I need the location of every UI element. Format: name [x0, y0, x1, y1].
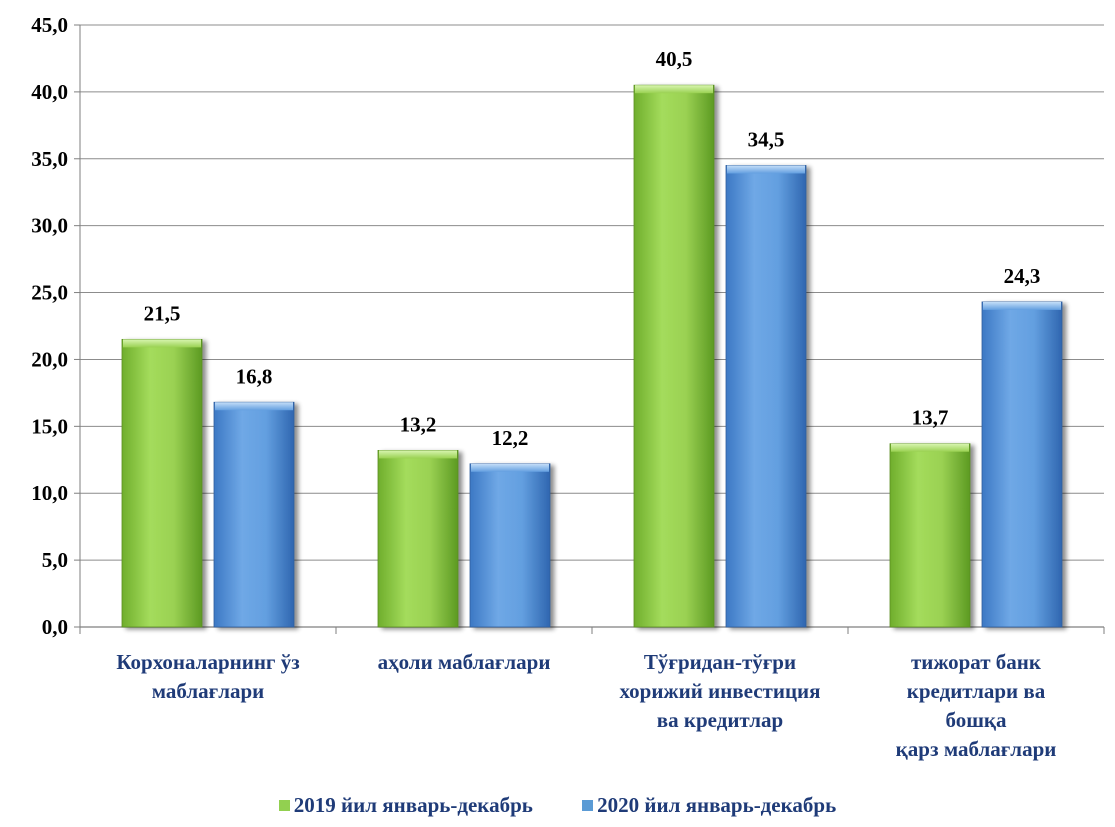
- category-label-line: ва кредитлар: [657, 708, 783, 732]
- category-label-line: қарз маблағлари: [896, 737, 1057, 761]
- y-tick-label: 35,0: [31, 147, 68, 171]
- data-label: 16,8: [236, 364, 273, 388]
- data-label: 13,2: [400, 412, 437, 436]
- data-label: 24,3: [1004, 264, 1041, 288]
- data-label: 34,5: [748, 127, 785, 151]
- category-label-line: хорижий инвестиция: [619, 679, 820, 703]
- category-label: тижорат банк кредитлари ва бошқа қарз мабла…: [896, 650, 1057, 761]
- data-label: 12,2: [492, 426, 529, 450]
- bar-2019: [377, 450, 459, 628]
- category-label: Тўғридан-тўғри хорижий инвестиция ва креди…: [619, 650, 820, 732]
- category-label-line: Корхоналарнинг ўз: [116, 650, 299, 674]
- y-tick-label: 40,0: [31, 80, 68, 104]
- data-labels: 21,5 16,8 13,2 12,2 40,5 34,5 13,7 24,3: [144, 47, 1041, 450]
- legend-item-2019: 2019 йил январь-декабрь: [278, 793, 533, 818]
- y-tick-label: 30,0: [31, 214, 68, 238]
- legend-label-2019: 2019 йил январь-декабрь: [293, 793, 533, 817]
- y-tick-label: 25,0: [31, 281, 68, 305]
- category-label: Корхоналарнинг ўз маблағлари: [116, 650, 299, 703]
- data-label: 13,7: [912, 406, 949, 430]
- y-tick-label: 5,0: [42, 548, 68, 572]
- category-label-line: тижорат банк: [911, 650, 1042, 674]
- data-label: 40,5: [656, 47, 693, 71]
- category-label-line: бошқа: [945, 708, 1007, 732]
- y-tick-label: 45,0: [31, 13, 68, 37]
- category-labels: Корхоналарнинг ўз маблағлари аҳоли маблағл…: [116, 650, 1056, 761]
- category-label-line: аҳоли маблағлари: [378, 650, 551, 674]
- category-label-line: маблағлари: [152, 679, 265, 703]
- y-tick-label: 15,0: [31, 414, 68, 438]
- bar-2020: [213, 401, 295, 628]
- y-tick-label: 20,0: [31, 347, 68, 371]
- y-tick-label: 10,0: [31, 481, 68, 505]
- legend-swatch-2019: [278, 800, 290, 811]
- legend-swatch-2020: [582, 800, 594, 811]
- bar-2019: [121, 338, 203, 628]
- category-label-line: кредитлари ва: [907, 679, 1046, 703]
- y-tick-label: 0,0: [42, 615, 68, 639]
- bar-2020: [981, 301, 1063, 628]
- bar-2020: [725, 165, 807, 628]
- legend: 2019 йил январь-декабрь 2020 йил январь-…: [0, 793, 1115, 818]
- data-label: 21,5: [144, 301, 181, 325]
- category-label: аҳоли маблағлари: [378, 650, 551, 674]
- legend-item-2020: 2020 йил январь-декабрь: [582, 793, 836, 818]
- bar-2020: [469, 463, 551, 628]
- bar-2019: [889, 443, 971, 628]
- category-label-line: Тўғридан-тўғри: [644, 650, 796, 674]
- x-axis: [79, 626, 1105, 634]
- bars: [121, 84, 1063, 628]
- bar-2019: [633, 84, 715, 628]
- legend-label-2020: 2020 йил январь-декабрь: [597, 793, 837, 817]
- y-axis: 0,0 5,0 10,0 15,0 20,0 25,0 30,0 35,0 40,0 45,0: [31, 13, 81, 639]
